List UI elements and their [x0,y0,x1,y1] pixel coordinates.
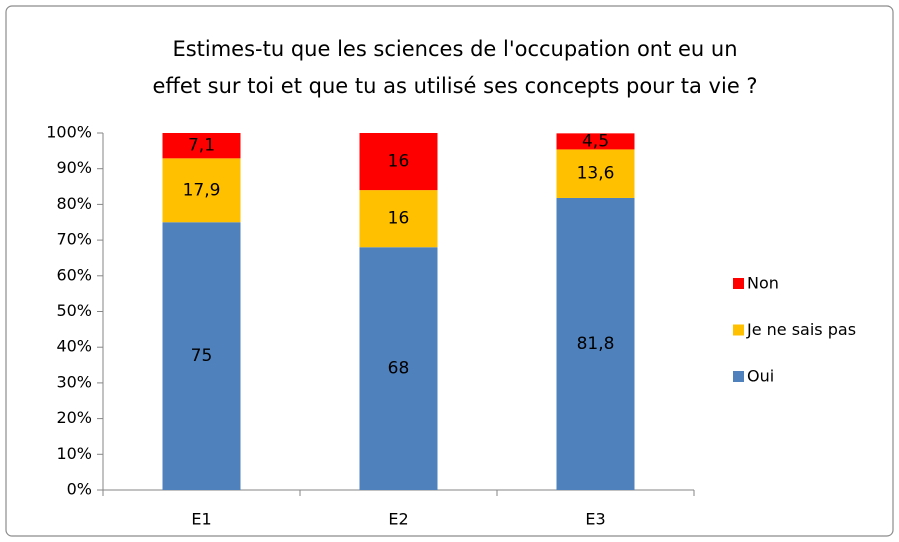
bar-segment [359,190,438,248]
y-tick-label: 10% [56,444,92,463]
bar-segment [556,133,635,150]
x-tick-label: E2 [388,510,408,529]
data-label: 75 [191,346,213,366]
data-label: 13,6 [577,164,615,184]
chart-title: Estimes-tu que les sciences de l'occupat… [172,37,737,61]
y-tick-label: 40% [56,337,92,356]
legend-label: Je ne sais pas [746,320,856,339]
bar-segment [359,247,438,490]
y-tick-label: 0% [67,480,92,499]
y-tick-label: 90% [56,158,92,177]
x-tick-label: E3 [585,510,605,529]
data-label: 17,9 [183,180,221,200]
legend-swatch [733,324,744,336]
legend-swatch [733,371,744,382]
bar-segment [556,197,635,490]
bar-segment [162,158,241,223]
data-label: 68 [388,359,410,379]
data-label: 7,1 [188,136,215,156]
data-label: 81,8 [577,334,615,354]
x-tick-label: E1 [191,510,211,529]
y-tick-label: 30% [56,372,92,391]
data-label: 16 [388,152,410,172]
data-label: 4,5 [582,131,609,151]
y-tick-label: 50% [56,301,92,320]
y-tick-label: 20% [56,408,92,427]
data-label: 16 [388,209,410,229]
y-tick-label: 80% [56,194,92,213]
bar-segment [359,133,438,191]
legend-label: Oui [747,367,774,386]
bar-segment [162,222,241,490]
chart-title: effet sur toi et que tu as utilisé ses c… [152,74,757,98]
legend-swatch [733,278,744,289]
bar-segment [162,133,241,159]
y-tick-label: 100% [46,123,92,142]
y-tick-label: 70% [56,230,92,249]
bar-segment [556,149,635,198]
y-tick-label: 60% [56,265,92,284]
legend-label: Non [747,274,779,293]
